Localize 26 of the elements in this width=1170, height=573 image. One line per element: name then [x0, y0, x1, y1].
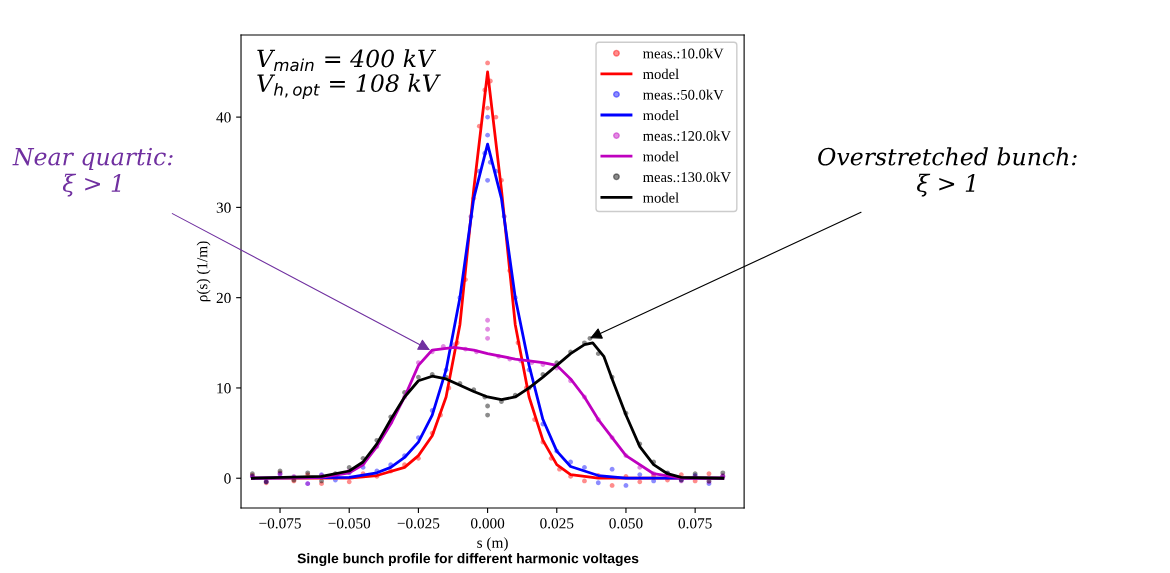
text: Single bunch profile for different harmonic voltages	[297, 553, 639, 567]
x-tick-label: 0.075	[678, 518, 712, 529]
legend-label: model	[643, 151, 679, 162]
legend-label: model	[643, 109, 679, 121]
x-tick-label: 0.025	[540, 518, 574, 529]
x-tick-label: −0.025	[397, 518, 440, 529]
legend-label: meas.:10.0kV	[643, 48, 724, 59]
y-tick-label: 20	[216, 292, 231, 304]
annotation: Overstretched bunch: ξ > 1	[818, 147, 1077, 197]
text: V$_{main}$ = 400 kV V$_{h,opt}$ = 108 kV	[257, 49, 441, 100]
x-axis-title: s (m)	[477, 537, 508, 552]
y-tick-label: 0	[224, 473, 231, 484]
x-tick-label: 0.050	[609, 518, 643, 529]
y-axis-title: ρ(s) (1/m)	[196, 241, 211, 302]
x-tick-label: 0.000	[470, 518, 505, 529]
annotation: Near quartic: ξ > 1	[12, 147, 173, 197]
legend-label: meas.:130.0kV	[643, 171, 731, 183]
legend-label: model	[643, 68, 679, 80]
y-tick-label: 40	[216, 112, 231, 123]
x-tick-label: −0.075	[259, 518, 301, 529]
legend-label: meas.:50.0kV	[643, 89, 724, 100]
y-tick-label: 10	[217, 383, 231, 394]
legend-label: model	[643, 192, 679, 203]
x-tick-label: −0.050	[328, 518, 371, 529]
y-tick-label: 30	[216, 202, 231, 213]
legend-label: meas.:120.0kV	[643, 130, 731, 141]
